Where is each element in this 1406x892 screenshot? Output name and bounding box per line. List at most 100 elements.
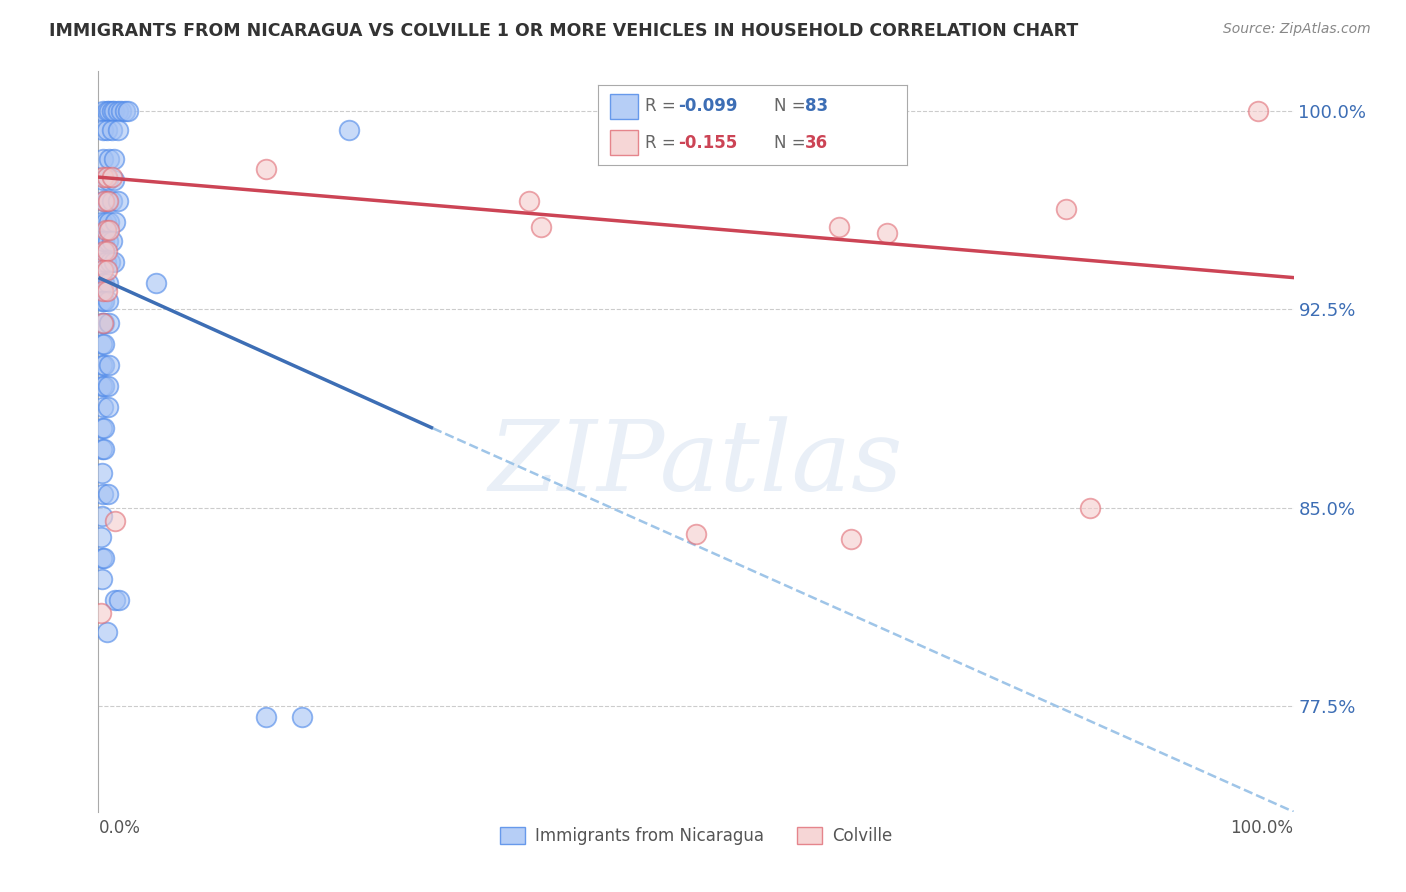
Point (103, 103, 125, 118)
Point (91, 276, 114, 290)
Point (93, 442, 115, 457)
Point (98, 103, 121, 118)
Point (104, 593, 127, 607)
Point (1080, 500, 1102, 515)
Point (107, 194, 129, 208)
Point (96, 103, 118, 118)
Point (254, 162, 277, 177)
Point (93, 550, 115, 565)
Point (91, 508, 114, 523)
Point (91, 316, 114, 330)
Text: -0.155: -0.155 (678, 135, 737, 153)
Point (96, 244, 118, 259)
Point (91, 254, 114, 268)
Point (91, 336, 114, 351)
Point (93, 234, 115, 248)
Point (97, 234, 120, 248)
Point (1056, 202, 1078, 216)
Point (96, 122, 118, 136)
Point (107, 122, 129, 136)
Point (100, 103, 122, 118)
Point (91, 421, 114, 435)
Point (94, 215, 117, 229)
Point (97, 487, 120, 501)
Text: N =: N = (773, 97, 811, 115)
Point (93, 336, 115, 351)
Point (97, 379, 120, 393)
Point (93, 194, 115, 208)
Point (91, 170, 114, 185)
Point (91, 467, 114, 481)
Text: 100.0%: 100.0% (1230, 819, 1294, 837)
Point (98, 223, 121, 237)
Point (291, 709, 314, 723)
Point (96, 194, 118, 208)
Point (91, 262, 114, 277)
Point (93, 316, 115, 330)
Bar (610, 94, 638, 120)
Point (91, 173, 114, 187)
Point (97, 276, 120, 290)
Point (91, 550, 114, 565)
Text: Source: ZipAtlas.com: Source: ZipAtlas.com (1223, 22, 1371, 37)
Point (104, 215, 127, 229)
Point (90, 530, 112, 544)
Point (339, 122, 361, 136)
Point (96, 170, 118, 185)
Point (103, 173, 125, 187)
Point (100, 170, 122, 185)
Bar (610, 129, 638, 155)
Point (91, 103, 114, 118)
Point (517, 194, 540, 208)
Point (98, 152, 121, 166)
Point (110, 103, 132, 118)
Text: N =: N = (773, 135, 811, 153)
Point (100, 122, 122, 136)
Point (685, 527, 707, 541)
Point (254, 709, 277, 723)
Point (98, 254, 122, 268)
Point (94, 254, 117, 268)
Point (117, 103, 139, 118)
Point (93, 421, 115, 435)
Point (98, 215, 121, 229)
Text: ZIPatlas: ZIPatlas (489, 416, 903, 511)
Point (91, 215, 114, 229)
Point (91, 572, 114, 586)
Point (1247, 103, 1270, 118)
Text: 83: 83 (804, 97, 828, 115)
Text: 0.0%: 0.0% (98, 819, 141, 837)
Point (90, 607, 112, 621)
Point (100, 234, 122, 248)
Point (93, 244, 115, 259)
Point (97, 194, 120, 208)
Text: R =: R = (645, 135, 682, 153)
Point (91, 234, 114, 248)
Point (100, 194, 122, 208)
Point (114, 103, 136, 118)
Point (103, 254, 125, 268)
Point (94, 223, 117, 237)
Point (96, 262, 118, 277)
Point (93, 379, 115, 393)
Point (98, 316, 121, 330)
Legend: Immigrants from Nicaragua, Colville: Immigrants from Nicaragua, Colville (494, 820, 898, 852)
Point (96, 284, 118, 298)
Point (103, 152, 125, 166)
Point (145, 276, 167, 290)
Text: -0.099: -0.099 (678, 97, 738, 115)
Point (91, 379, 114, 393)
Point (98, 358, 121, 372)
Point (97, 173, 120, 187)
Point (93, 276, 115, 290)
Point (91, 442, 114, 457)
Point (93, 294, 115, 309)
Point (876, 226, 898, 240)
Point (91, 487, 114, 501)
Point (91, 294, 114, 309)
Point (104, 514, 127, 528)
Point (91, 316, 114, 330)
Text: R =: R = (645, 97, 682, 115)
Point (530, 220, 553, 235)
Point (91, 400, 114, 414)
